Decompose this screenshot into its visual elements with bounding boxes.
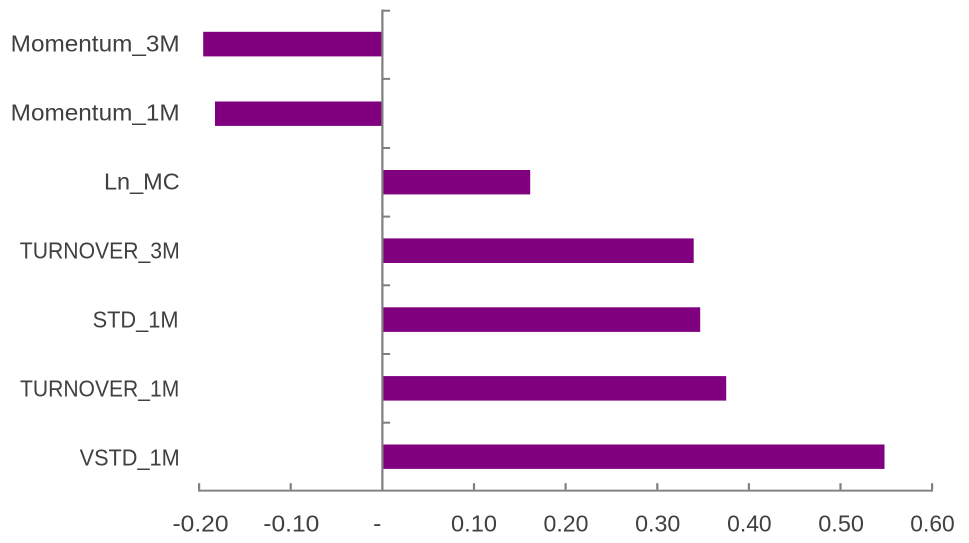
svg-text:0.50: 0.50 (818, 511, 864, 537)
svg-text:VSTD_1M: VSTD_1M (80, 444, 180, 470)
svg-text:0.30: 0.30 (635, 511, 680, 537)
svg-text:-0.20: -0.20 (173, 511, 229, 537)
svg-text:-: - (373, 511, 381, 537)
svg-text:Ln_MC: Ln_MC (104, 168, 180, 194)
svg-text:0.40: 0.40 (727, 511, 772, 537)
svg-text:TURNOVER_3M: TURNOVER_3M (20, 237, 180, 263)
svg-text:STD_1M: STD_1M (93, 306, 179, 332)
svg-text:-0.10: -0.10 (263, 511, 319, 537)
svg-text:Momentum_3M: Momentum_3M (11, 30, 180, 56)
svg-text:Momentum_1M: Momentum_1M (11, 99, 180, 125)
svg-text:0.10: 0.10 (451, 511, 497, 537)
svg-text:0.60: 0.60 (910, 511, 954, 537)
svg-text:0.20: 0.20 (544, 511, 589, 537)
svg-text:TURNOVER_1M: TURNOVER_1M (20, 375, 179, 401)
